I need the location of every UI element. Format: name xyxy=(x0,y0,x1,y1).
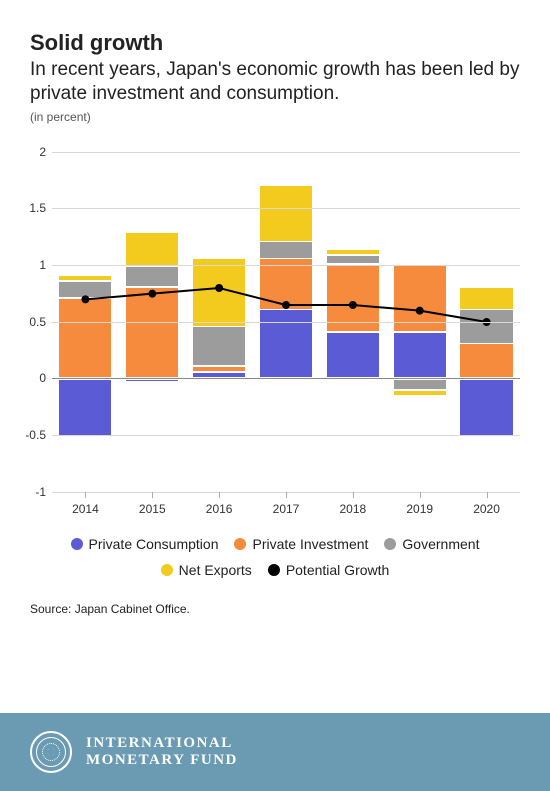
y-tick-label: 1 xyxy=(39,258,52,272)
y-tick-label: 0.5 xyxy=(29,315,52,329)
x-tick xyxy=(85,492,86,498)
x-tick xyxy=(286,492,287,498)
line-marker xyxy=(282,301,290,309)
y-tick-label: 1.5 xyxy=(29,201,52,215)
swatch-icon xyxy=(234,538,246,550)
chart-card: Solid growth In recent years, Japan's ec… xyxy=(0,0,550,791)
x-tick-label: 2018 xyxy=(339,502,366,516)
x-tick xyxy=(420,492,421,498)
legend-item-private_investment: Private Investment xyxy=(234,536,368,552)
y-tick-label: 2 xyxy=(39,145,52,159)
y-tick-label: 0 xyxy=(39,371,52,385)
gridline xyxy=(52,152,520,153)
legend-label: Private Consumption xyxy=(89,536,219,552)
x-tick xyxy=(353,492,354,498)
x-tick-label: 2014 xyxy=(72,502,99,516)
line-marker xyxy=(148,289,156,297)
chart-unit: (in percent) xyxy=(30,110,520,124)
legend-item-government: Government xyxy=(384,536,479,552)
legend-label: Private Investment xyxy=(252,536,368,552)
chart-subtitle: In recent years, Japan's economic growth… xyxy=(30,58,520,106)
gridline xyxy=(52,208,520,209)
y-tick-label: -1 xyxy=(35,485,52,499)
x-tick xyxy=(219,492,220,498)
footer-line2: MONETARY FUND xyxy=(86,752,238,769)
swatch-icon xyxy=(71,538,83,550)
swatch-icon xyxy=(384,538,396,550)
legend-item-net_exports: Net Exports xyxy=(161,562,252,578)
x-tick-label: 2017 xyxy=(273,502,300,516)
line-marker xyxy=(81,295,89,303)
x-axis-labels: 2014 2015 2016 2017 2018 2019 2020 xyxy=(52,498,520,518)
x-tick-label: 2016 xyxy=(206,502,233,516)
y-tick-label: -0.5 xyxy=(25,428,52,442)
legend: Private Consumption Private Investment Gov… xyxy=(30,536,520,578)
legend-label: Potential Growth xyxy=(286,562,390,578)
x-tick-label: 2019 xyxy=(406,502,433,516)
legend-label: Government xyxy=(402,536,479,552)
x-tick xyxy=(152,492,153,498)
line-marker xyxy=(215,284,223,292)
source-text: Source: Japan Cabinet Office. xyxy=(30,602,520,616)
footer-banner: INTERNATIONAL MONETARY FUND xyxy=(0,713,550,791)
line-marker xyxy=(349,301,357,309)
gridline xyxy=(52,322,520,323)
footer-text: INTERNATIONAL MONETARY FUND xyxy=(86,735,238,770)
gridline xyxy=(52,378,520,379)
chart-area: -1-0.500.511.52 2014 2015 2016 2017 2018 2019… xyxy=(30,152,520,518)
legend-item-private_consumption: Private Consumption xyxy=(71,536,219,552)
legend-item-potential_growth: Potential Growth xyxy=(268,562,390,578)
swatch-icon xyxy=(268,564,280,576)
swatch-icon xyxy=(161,564,173,576)
legend-label: Net Exports xyxy=(179,562,252,578)
plot-region: -1-0.500.511.52 xyxy=(52,152,520,492)
x-tick-label: 2020 xyxy=(473,502,500,516)
chart-title: Solid growth xyxy=(30,30,520,56)
x-tick xyxy=(487,492,488,498)
line-marker xyxy=(416,306,424,314)
footer-line1: INTERNATIONAL xyxy=(86,735,238,752)
gridline xyxy=(52,435,520,436)
x-tick-label: 2015 xyxy=(139,502,166,516)
imf-logo-icon xyxy=(30,731,72,773)
gridline xyxy=(52,265,520,266)
